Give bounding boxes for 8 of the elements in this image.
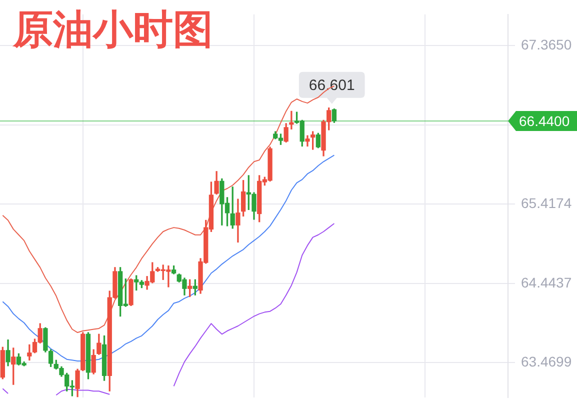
chart-title: 原油小时图 [13, 7, 213, 53]
candlestick [289, 110, 294, 130]
y-tick-label: 67.3650 [521, 36, 572, 53]
y-tick-label: 64.4437 [521, 274, 572, 290]
annotation: 66.601 [308, 77, 355, 94]
ref-line-label: 66.4400 [519, 112, 570, 129]
y-tick-label: 63.4699 [521, 353, 572, 370]
y-tick-label: 65.4174 [521, 195, 572, 212]
